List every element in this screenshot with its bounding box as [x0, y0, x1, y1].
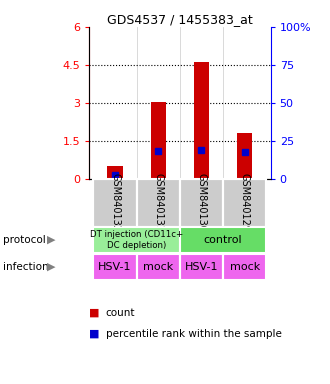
Text: infection: infection: [3, 262, 49, 272]
Bar: [93, 254, 137, 280]
Bar: [180, 227, 266, 253]
Bar: [180, 254, 223, 280]
Text: ■: ■: [89, 308, 100, 318]
Bar: [151, 101, 166, 179]
Text: GSM840132: GSM840132: [110, 173, 120, 232]
Bar: [223, 179, 266, 227]
Bar: [237, 133, 252, 179]
Bar: [180, 179, 223, 227]
Text: DT injection (CD11c+
DC depletion): DT injection (CD11c+ DC depletion): [90, 230, 183, 250]
Bar: [93, 227, 180, 253]
Text: mock: mock: [230, 262, 260, 272]
Bar: [137, 254, 180, 280]
Text: GSM840129: GSM840129: [240, 173, 250, 232]
Bar: [93, 179, 137, 227]
Text: GSM840131: GSM840131: [153, 173, 163, 232]
Text: mock: mock: [143, 262, 173, 272]
Text: GSM840130: GSM840130: [196, 173, 207, 232]
Bar: [194, 62, 209, 179]
Text: ▶: ▶: [47, 235, 55, 245]
Title: GDS4537 / 1455383_at: GDS4537 / 1455383_at: [107, 13, 253, 26]
Text: count: count: [106, 308, 135, 318]
Text: ▶: ▶: [47, 262, 55, 272]
Bar: [223, 254, 266, 280]
Text: protocol: protocol: [3, 235, 46, 245]
Text: HSV-1: HSV-1: [98, 262, 132, 272]
Text: percentile rank within the sample: percentile rank within the sample: [106, 329, 281, 339]
Bar: [137, 179, 180, 227]
Text: control: control: [204, 235, 242, 245]
Text: HSV-1: HSV-1: [185, 262, 218, 272]
Text: ■: ■: [89, 329, 100, 339]
Bar: [108, 166, 122, 179]
